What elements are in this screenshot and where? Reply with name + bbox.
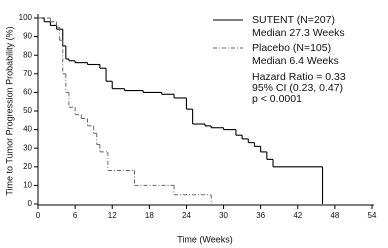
y-tick-label: 20 — [23, 162, 32, 171]
legend-label: SUTENT (N=207) — [252, 14, 335, 26]
annotation: Median 6.4 Weeks — [252, 55, 339, 67]
x-tick-label: 36 — [256, 211, 265, 220]
x-tick-label: 18 — [145, 211, 154, 220]
x-tick-label: 0 — [36, 211, 41, 220]
y-tick-label: 50 — [23, 106, 32, 115]
x-tick-label: 42 — [293, 211, 302, 220]
x-axis-label: Time (Weeks) — [177, 234, 233, 244]
x-tick-label: 12 — [108, 211, 117, 220]
y-tick-label: 60 — [23, 88, 32, 97]
y-tick-label: 40 — [23, 125, 32, 134]
y-tick-label: 100 — [19, 13, 33, 22]
legend-label: Placebo (N=105) — [252, 42, 331, 54]
annotation: Hazard Ratio = 0.33 — [252, 71, 346, 83]
annotation: 95% CI (0.23, 0.47) — [252, 82, 343, 94]
x-tick-label: 54 — [368, 211, 377, 220]
x-tick-label: 6 — [73, 211, 78, 220]
y-tick-label: 80 — [23, 50, 32, 59]
y-axis-label: Time to Tumor Progression Probability (%… — [4, 26, 14, 195]
annotation: Median 27.3 Weeks — [252, 27, 345, 39]
x-tick-label: 30 — [219, 211, 228, 220]
y-tick-label: 70 — [23, 69, 32, 78]
y-tick-label: 0 — [28, 199, 33, 208]
annotation: p < 0.0001 — [252, 93, 302, 105]
y-tick-label: 10 — [23, 181, 32, 190]
x-tick-label: 48 — [330, 211, 339, 220]
y-tick-label: 30 — [23, 143, 32, 152]
x-tick-label: 24 — [182, 211, 191, 220]
y-tick-label: 90 — [23, 32, 32, 41]
